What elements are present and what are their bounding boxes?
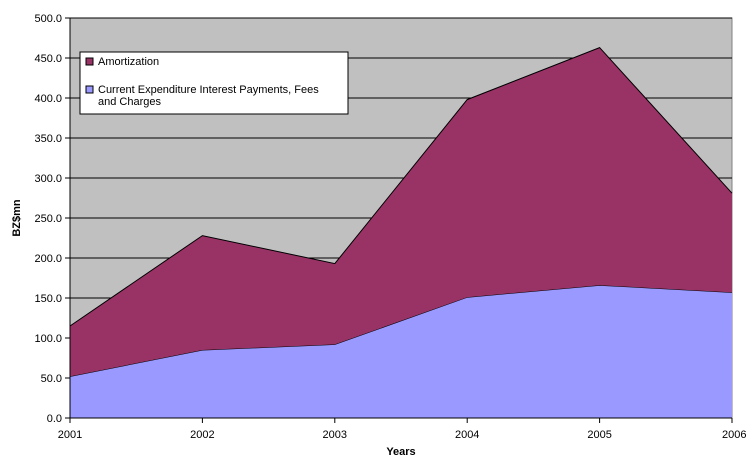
y-tick-label: 100.0 xyxy=(34,333,62,345)
x-tick-label: 2002 xyxy=(190,429,214,441)
x-tick-label: 2005 xyxy=(587,429,611,441)
legend-label: Amortization xyxy=(98,56,159,68)
legend-swatch xyxy=(85,85,94,94)
y-tick-label: 150.0 xyxy=(34,293,62,305)
area-series-1 xyxy=(70,47,732,377)
x-tick-label: 2006P xyxy=(722,429,746,441)
x-tick-label: 2001 xyxy=(58,429,82,441)
y-tick-label: 500.0 xyxy=(34,13,62,25)
y-axis-title: BZ$mn xyxy=(11,199,23,237)
y-tick-label: 200.0 xyxy=(34,253,62,265)
area-series-0 xyxy=(70,285,732,418)
y-tick-label: 50.0 xyxy=(41,373,62,385)
legend-swatch xyxy=(85,57,94,66)
legend xyxy=(79,51,349,115)
area-series-1-outline xyxy=(69,47,733,327)
legend-label: and Charges xyxy=(98,96,161,108)
y-tick-label: 250.0 xyxy=(34,213,62,225)
y-tick-label: 0.0 xyxy=(47,413,62,425)
x-axis-title: Years xyxy=(386,446,415,457)
y-tick-label: 400.0 xyxy=(34,93,62,105)
x-tick-label: 2004 xyxy=(455,429,479,441)
y-tick-label: 350.0 xyxy=(34,133,62,145)
y-tick-label: 300.0 xyxy=(34,173,62,185)
x-tick-label: 2003 xyxy=(323,429,347,441)
legend-label: Current Expenditure Interest Payments, F… xyxy=(98,84,319,96)
y-tick-label: 450.0 xyxy=(34,53,62,65)
